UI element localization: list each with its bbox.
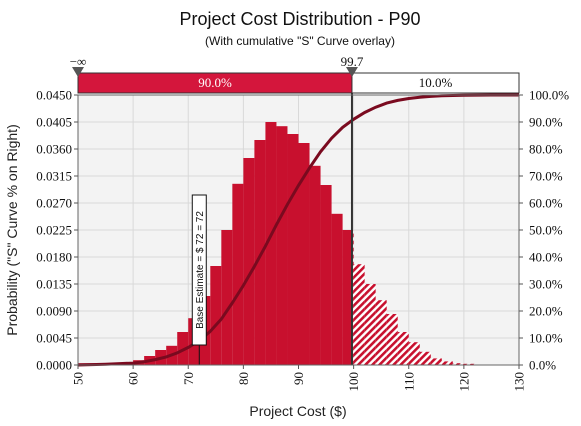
x-axis-label: Project Cost ($) — [249, 403, 346, 419]
x-tick-label: 120 — [456, 372, 471, 392]
histogram-bar-tail — [463, 363, 475, 365]
left-marker-label: −∞ — [70, 54, 87, 69]
x-tick-label: 100 — [346, 372, 361, 392]
histogram-bar — [221, 230, 233, 365]
histogram-bar — [254, 140, 266, 365]
y2-tick-label: 20.0% — [529, 304, 563, 319]
histogram-bar — [232, 183, 244, 365]
y2-tick-label: 10.0% — [529, 331, 563, 346]
base-estimate-label: Base Estimate = $ 72 = 72 — [195, 211, 206, 329]
x-axis: 50 60 70 80 90 100 110 120 130 — [71, 365, 527, 392]
histogram-bar — [287, 134, 299, 365]
y2-tick-label: 30.0% — [529, 277, 563, 292]
y-tick-label: 0.0135 — [36, 277, 72, 292]
y-tick-label: 0.0090 — [36, 304, 72, 319]
histogram-bar-tail — [375, 300, 387, 365]
x-tick-label: 130 — [512, 372, 527, 392]
y-axis-right: 0.0% 10.0% 20.0% 30.0% 40.0% 50.0% 60.0% 70.0% 8… — [519, 88, 569, 373]
y2-tick-label: 0.0% — [529, 358, 556, 373]
histogram-bar-tail — [441, 361, 453, 365]
chart-title: Project Cost Distribution - P90 — [179, 9, 420, 29]
y-tick-label: 0.0315 — [36, 169, 72, 184]
y-tick-label: 0.0270 — [36, 196, 72, 211]
y2-tick-label: 80.0% — [529, 142, 563, 157]
y-tick-label: 0.0405 — [36, 115, 72, 130]
y2-tick-label: 90.0% — [529, 115, 563, 130]
y2-tick-label: 40.0% — [529, 250, 563, 265]
band-right-label: 10.0% — [419, 75, 453, 90]
y-axis-label: Probability ("S" Curve % on Right) — [4, 124, 20, 335]
x-tick-label: 50 — [71, 372, 86, 385]
y-tick-label: 0.0225 — [36, 223, 72, 238]
left-marker-triangle — [72, 67, 84, 77]
histogram-bar — [210, 266, 222, 365]
s-curve-line — [77, 93, 519, 367]
x-tick-label: 90 — [291, 372, 306, 385]
x-tick-label: 110 — [401, 372, 416, 391]
base-estimate-annotation: Base Estimate = $ 72 = 72 — [191, 194, 207, 346]
x-tick-label: 70 — [181, 372, 196, 385]
y-axis-left: 0.0000 0.0045 0.0090 0.0135 0.0180 0.0225 0.02… — [36, 88, 78, 373]
y-tick-label: 0.0000 — [36, 358, 72, 373]
chart-subtitle: (With cumulative "S" Curve overlay) — [205, 34, 395, 48]
threshold-label: 99.7 — [341, 54, 364, 69]
histogram-bar-tail — [353, 264, 365, 365]
band-left-label: 90.0% — [198, 75, 232, 90]
x-tick-label: 80 — [236, 372, 251, 385]
histogram-bar-tail — [397, 332, 409, 365]
histogram-bar — [265, 122, 277, 365]
histogram-bar-tail — [452, 363, 464, 365]
histogram-bar — [331, 213, 343, 365]
y2-tick-label: 50.0% — [529, 223, 563, 238]
histogram-bar — [309, 165, 321, 365]
y-tick-label: 0.0450 — [36, 88, 72, 103]
y-tick-label: 0.0360 — [36, 142, 72, 157]
histogram-bar-tail — [364, 284, 376, 365]
x-tick-label: 60 — [126, 372, 141, 385]
histogram-bar-tail — [430, 358, 442, 365]
y-tick-label: 0.0180 — [36, 250, 72, 265]
histogram-bar-tail — [408, 342, 420, 365]
y-tick-label: 0.0045 — [36, 331, 72, 346]
histogram-bar — [276, 126, 288, 365]
histogram-bar-tail — [419, 351, 431, 365]
y2-tick-label: 100.0% — [529, 88, 569, 103]
base-estimate-box — [191, 194, 207, 346]
histogram-bar — [298, 143, 310, 365]
threshold-triangle — [345, 67, 358, 77]
histogram-bar — [320, 185, 332, 365]
y2-tick-label: 60.0% — [529, 196, 563, 211]
histogram-bar — [243, 158, 255, 365]
band-right — [351, 72, 520, 94]
histogram-bar-tail — [386, 314, 398, 365]
y2-tick-label: 70.0% — [529, 169, 563, 184]
histogram-bar — [342, 230, 352, 365]
